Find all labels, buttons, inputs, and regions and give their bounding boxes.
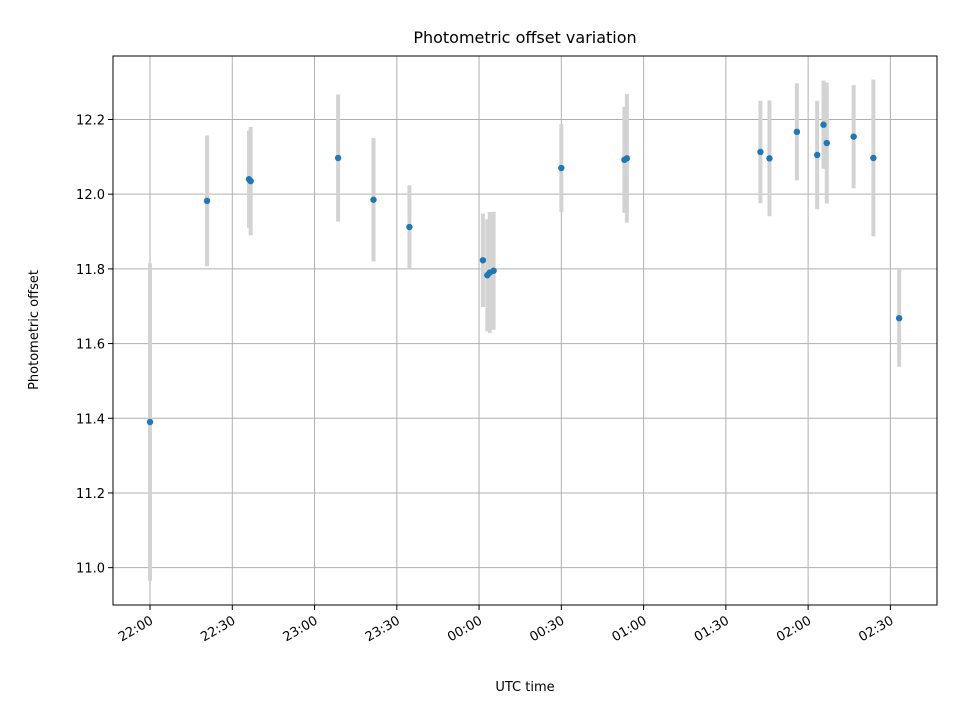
data-point: [813, 151, 821, 159]
data-point: [334, 154, 342, 162]
data-point: [766, 155, 773, 162]
y-axis: 11.0 11.2 11.4 11.6 11.8 12.0 12.2: [76, 113, 113, 577]
data-point: [479, 257, 487, 264]
data-point: [895, 314, 903, 322]
y-tick-label: 11.2: [76, 487, 105, 502]
y-tick-label: 12.2: [76, 113, 105, 128]
chart-title: Photometric offset variation: [413, 28, 636, 47]
data-point: [823, 139, 830, 147]
data-point: [793, 128, 801, 136]
data-point: [146, 418, 154, 426]
data-point: [247, 177, 254, 185]
y-tick-label: 11.0: [76, 562, 105, 577]
data-point: [820, 121, 827, 128]
plot-frame: [112, 55, 938, 606]
data-point: [370, 196, 377, 203]
data-point: [850, 133, 857, 140]
data-point: [490, 267, 497, 274]
data-point: [203, 197, 211, 205]
y-tick-label: 11.6: [76, 338, 105, 353]
y-tick-label: 11.4: [76, 412, 105, 427]
data-points: [146, 121, 903, 426]
y-tick-label: 12.0: [76, 188, 105, 203]
x-axis-label: UTC time: [495, 680, 554, 695]
data-point: [623, 155, 631, 162]
data-point: [406, 223, 413, 231]
y-axis-label: Photometric offset: [27, 270, 42, 390]
data-point: [870, 154, 877, 162]
data-point: [757, 148, 764, 156]
data-point: [558, 164, 565, 172]
y-tick-label: 11.8: [76, 263, 105, 278]
